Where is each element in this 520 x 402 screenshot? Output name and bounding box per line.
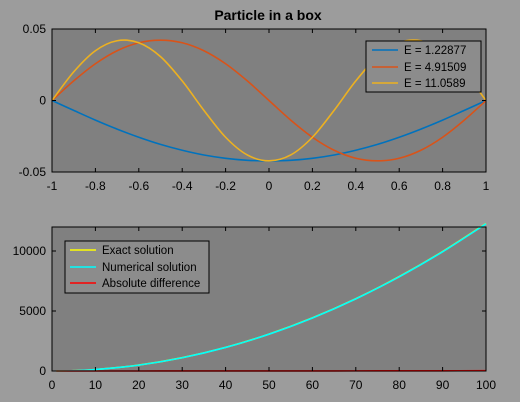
- bottom-y-tick-label-2: 10000: [13, 244, 47, 258]
- bottom-legend-label-0: Exact solution: [102, 245, 174, 257]
- bottom-y-tick-label-1: 5000: [19, 304, 46, 318]
- bottom-plot: 0 10 20 30 40 50 60 70 80 90 100 0 5000 10000 Exact s…: [13, 222, 496, 392]
- bottom-x-tick-label-10: 100: [476, 378, 496, 392]
- top-y-tick-label-1: 0: [39, 94, 46, 108]
- bottom-x-tick-label-3: 30: [176, 378, 190, 392]
- bottom-x-tick-label-1: 10: [89, 378, 103, 392]
- top-plot-series: [51, 39, 487, 162]
- top-x-tick-label-9: 0.8: [434, 179, 451, 193]
- top-y-tick-label-0: -0.05: [19, 165, 47, 179]
- top-x-tick-label-5: 0: [266, 179, 273, 193]
- bottom-x-tick-label-9: 90: [436, 378, 450, 392]
- bottom-plot-axes: 0 10 20 30 40 50 60 70 80 90 100 0 5000 10000: [13, 226, 496, 392]
- top-legend-label-2: E = 11.0589: [404, 78, 466, 90]
- bottom-x-tick-label-8: 80: [393, 378, 407, 392]
- top-x-tick-label-7: 0.4: [347, 179, 364, 193]
- top-y-tick-label-2: 0.05: [23, 22, 47, 36]
- bottom-x-tick-label-5: 50: [262, 378, 276, 392]
- top-x-tick-label-8: 0.6: [391, 179, 408, 193]
- top-x-tick-label-2: -0.6: [128, 179, 149, 193]
- top-x-tick-label-4: -0.2: [215, 179, 236, 193]
- bottom-x-tick-label-2: 20: [132, 378, 146, 392]
- top-plot-title: Particle in a box: [214, 7, 322, 23]
- top-x-tick-label-6: 0.2: [304, 179, 321, 193]
- bottom-y-tick-label-0: 0: [39, 364, 46, 378]
- bottom-x-tick-label-0: 0: [49, 378, 56, 392]
- top-plot-axes: -1 -0.8 -0.6 -0.4 -0.2 0 0.2 0.4 0.6 0.8 1 -0.05 0 0.…: [19, 22, 490, 193]
- top-plot-legend: E = 1.22877 E = 4.91509 E = 11.0589: [365, 40, 482, 93]
- top-plot: Particle in a box -1 -0.8 -0.6 -0.4 -0.2 0 0.2…: [19, 7, 490, 193]
- bottom-x-tick-label-7: 70: [349, 378, 363, 392]
- top-series-line-1: [51, 39, 487, 162]
- bottom-legend-label-1: Numerical solution: [102, 262, 197, 274]
- top-x-tick-label-3: -0.4: [172, 179, 193, 193]
- bottom-legend-label-2: Absolute difference: [102, 278, 200, 290]
- bottom-series-line-1: [56, 223, 487, 372]
- top-legend-label-0: E = 1.22877: [404, 45, 466, 57]
- top-series-line-2: [51, 39, 487, 162]
- bottom-plot-legend: Exact solution Numerical solution Absolu…: [64, 240, 210, 294]
- top-x-tick-label-10: 1: [483, 179, 490, 193]
- bottom-x-tick-label-4: 40: [219, 378, 233, 392]
- top-x-tick-label-0: -1: [47, 179, 58, 193]
- bottom-x-tick-label-6: 60: [306, 378, 320, 392]
- top-x-tick-label-1: -0.8: [85, 179, 106, 193]
- top-legend-label-1: E = 4.91509: [404, 62, 466, 74]
